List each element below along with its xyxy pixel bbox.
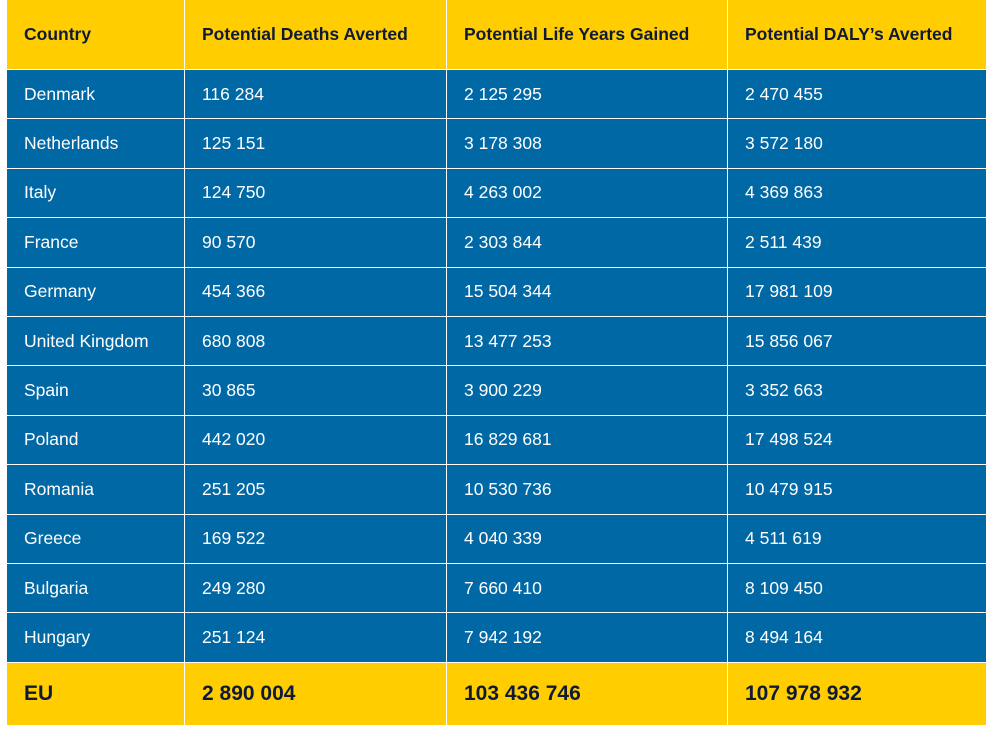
table-cell-dalys: 10 479 915 — [728, 465, 986, 515]
table-cell-country: United Kingdom — [7, 316, 185, 367]
table-cell-deaths: 249 280 — [185, 563, 447, 614]
table-cell-dalys: 2 470 455 — [728, 70, 986, 120]
table-cell-dalys: 8 109 450 — [728, 563, 986, 614]
table-cell-country: Greece — [7, 514, 185, 564]
column-header-dalys-averted: Potential DALY’s Averted — [728, 0, 986, 70]
table-cell-dalys: 17 981 109 — [728, 267, 986, 317]
table-cell-dalys: 2 511 439 — [728, 218, 986, 268]
table-cell-country: Spain — [7, 366, 185, 416]
table-cell-life-years: 4 040 339 — [447, 514, 728, 564]
table-cell-dalys: 3 352 663 — [728, 366, 986, 416]
table-cell-country: Hungary — [7, 613, 185, 663]
table-cell-dalys: 15 856 067 — [728, 316, 986, 367]
table-cell-deaths: 251 205 — [185, 465, 447, 515]
table-cell-life-years: 3 178 308 — [447, 119, 728, 169]
total-dalys: 107 978 932 — [728, 662, 986, 725]
table-cell-deaths: 442 020 — [185, 415, 447, 466]
table-cell-country: Bulgaria — [7, 563, 185, 614]
table-cell-dalys: 4 511 619 — [728, 514, 986, 564]
table-cell-life-years: 15 504 344 — [447, 267, 728, 317]
table-cell-dalys: 17 498 524 — [728, 415, 986, 466]
total-deaths: 2 890 004 — [185, 662, 447, 725]
column-header-deaths-averted: Potential Deaths Averted — [185, 0, 447, 70]
table-cell-deaths: 124 750 — [185, 168, 447, 219]
table-cell-country: Denmark — [7, 70, 185, 120]
table-cell-dalys: 8 494 164 — [728, 613, 986, 663]
table-cell-deaths: 125 151 — [185, 119, 447, 169]
table-cell-country: Romania — [7, 465, 185, 515]
total-label: EU — [7, 662, 185, 725]
table-cell-dalys: 3 572 180 — [728, 119, 986, 169]
table-cell-life-years: 7 660 410 — [447, 563, 728, 614]
table-cell-deaths: 116 284 — [185, 70, 447, 120]
table-cell-deaths: 90 570 — [185, 218, 447, 268]
table-cell-country: Italy — [7, 168, 185, 219]
table-cell-dalys: 4 369 863 — [728, 168, 986, 219]
table-cell-deaths: 169 522 — [185, 514, 447, 564]
table-cell-life-years: 7 942 192 — [447, 613, 728, 663]
table-cell-country: Netherlands — [7, 119, 185, 169]
column-header-life-years-gained: Potential Life Years Gained — [447, 0, 728, 70]
table-cell-deaths: 454 366 — [185, 267, 447, 317]
table-cell-life-years: 10 530 736 — [447, 465, 728, 515]
table-cell-deaths: 680 808 — [185, 316, 447, 367]
table-cell-deaths: 30 865 — [185, 366, 447, 416]
table-cell-life-years: 13 477 253 — [447, 316, 728, 367]
table-cell-deaths: 251 124 — [185, 613, 447, 663]
table-cell-life-years: 2 303 844 — [447, 218, 728, 268]
table-cell-life-years: 3 900 229 — [447, 366, 728, 416]
table-cell-country: Germany — [7, 267, 185, 317]
table-cell-life-years: 2 125 295 — [447, 70, 728, 120]
column-header-country: Country — [7, 0, 185, 70]
data-table: Country Potential Deaths Averted Potenti… — [7, 0, 986, 725]
table-cell-country: France — [7, 218, 185, 268]
table-cell-country: Poland — [7, 415, 185, 466]
total-life-years: 103 436 746 — [447, 662, 728, 725]
table-cell-life-years: 4 263 002 — [447, 168, 728, 219]
table-cell-life-years: 16 829 681 — [447, 415, 728, 466]
